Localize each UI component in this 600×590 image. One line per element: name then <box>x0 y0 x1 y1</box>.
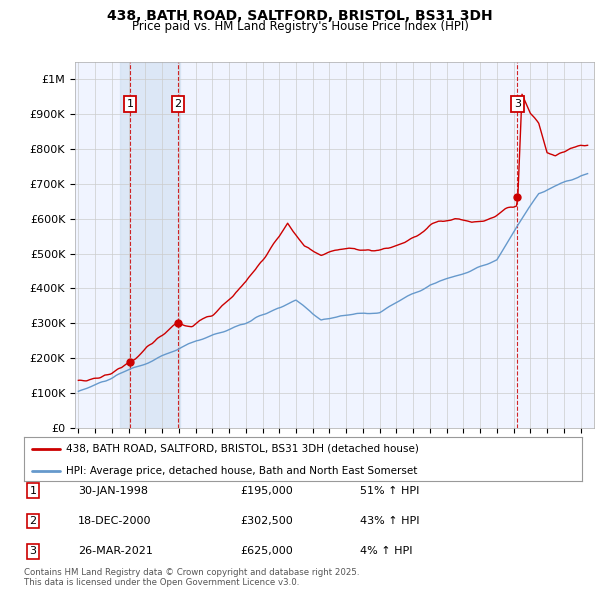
Text: £625,000: £625,000 <box>240 546 293 556</box>
Bar <box>120 62 181 428</box>
Text: 3: 3 <box>514 99 521 109</box>
Text: 438, BATH ROAD, SALTFORD, BRISTOL, BS31 3DH: 438, BATH ROAD, SALTFORD, BRISTOL, BS31 … <box>107 9 493 23</box>
Text: Price paid vs. HM Land Registry's House Price Index (HPI): Price paid vs. HM Land Registry's House … <box>131 20 469 33</box>
Text: 438, BATH ROAD, SALTFORD, BRISTOL, BS31 3DH (detached house): 438, BATH ROAD, SALTFORD, BRISTOL, BS31 … <box>66 444 419 454</box>
Text: 26-MAR-2021: 26-MAR-2021 <box>78 546 153 556</box>
Text: 1: 1 <box>127 99 133 109</box>
Text: 1: 1 <box>29 486 37 496</box>
Text: £195,000: £195,000 <box>240 486 293 496</box>
Text: 30-JAN-1998: 30-JAN-1998 <box>78 486 148 496</box>
Text: 18-DEC-2000: 18-DEC-2000 <box>78 516 151 526</box>
Text: 3: 3 <box>29 546 37 556</box>
Text: 4% ↑ HPI: 4% ↑ HPI <box>360 546 413 556</box>
Text: HPI: Average price, detached house, Bath and North East Somerset: HPI: Average price, detached house, Bath… <box>66 466 417 476</box>
Text: 43% ↑ HPI: 43% ↑ HPI <box>360 516 419 526</box>
Text: 2: 2 <box>29 516 37 526</box>
Text: Contains HM Land Registry data © Crown copyright and database right 2025.
This d: Contains HM Land Registry data © Crown c… <box>24 568 359 587</box>
Text: 51% ↑ HPI: 51% ↑ HPI <box>360 486 419 496</box>
Text: £302,500: £302,500 <box>240 516 293 526</box>
Text: 2: 2 <box>175 99 182 109</box>
